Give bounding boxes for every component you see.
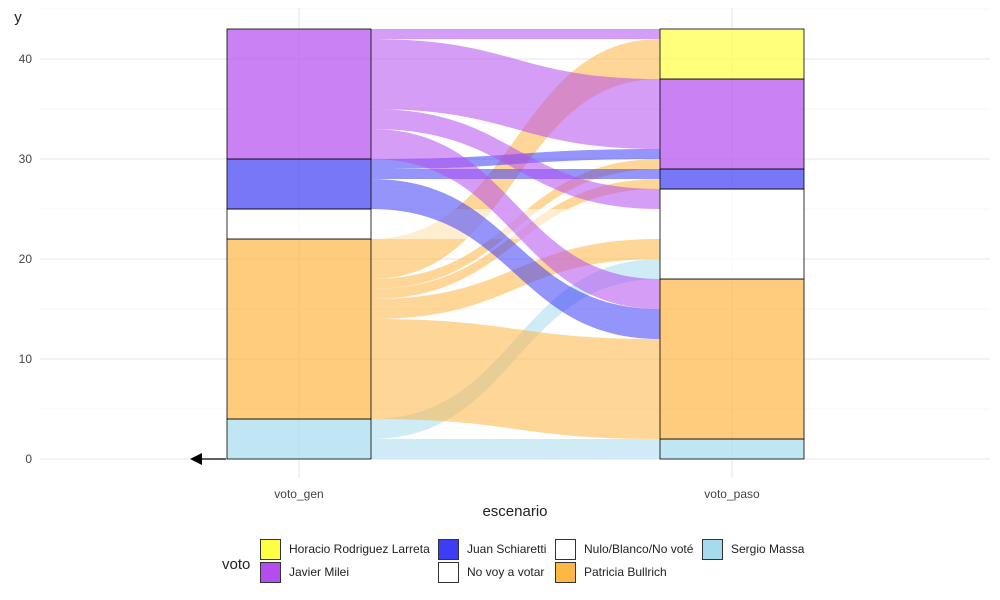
stratum-voto-gen-sergio-massa: [227, 419, 371, 459]
legend-item-javier-milei: Javier Milei: [260, 561, 349, 583]
legend-item-no-voy-a-votar: No voy a votar: [438, 561, 544, 583]
legend-label: Juan Schiaretti: [467, 542, 546, 556]
legend-swatch: [438, 539, 459, 560]
y-tick-label: 0: [25, 452, 32, 466]
legend-item-sergio-massa: Sergio Massa: [702, 538, 804, 560]
legend-swatch: [438, 562, 459, 583]
legend-swatch: [260, 562, 281, 583]
stratum-voto-gen-no-voy-a-votar: [227, 209, 371, 239]
legend-label: Nulo/Blanco/No voté: [584, 542, 693, 556]
legend-label: Horacio Rodriguez Larreta: [289, 542, 430, 556]
y-tick-label: 20: [19, 252, 33, 266]
legend: voto Horacio Rodriguez Larreta Javier Mil…: [222, 538, 822, 588]
legend-swatch: [702, 539, 723, 560]
legend-label: Javier Milei: [289, 565, 349, 579]
stratum-voto-gen-juan-schiaretti: [227, 159, 371, 209]
legend-item-horacio-rodriguez-larreta: Horacio Rodriguez Larreta: [260, 538, 430, 560]
stratum-voto-paso-javier-milei: [660, 79, 804, 169]
y-tick-label: 30: [19, 152, 33, 166]
flow-sergio-massa-to-sergio-massa: [371, 439, 660, 459]
legend-label: Patricia Bullrich: [584, 565, 667, 579]
x-tick-label: voto_gen: [274, 487, 323, 501]
stratum-voto-paso-horacio-rodriguez-larreta: [660, 29, 804, 79]
legend-item-nulo-blanco-no-vot: Nulo/Blanco/No voté: [555, 538, 693, 560]
x-tick-label: voto_paso: [704, 487, 760, 501]
legend-swatch: [555, 539, 576, 560]
flow-javier-milei-to-horacio-rodriguez-larreta: [371, 29, 660, 39]
legend-label: Sergio Massa: [731, 542, 804, 556]
stratum-voto-gen-javier-milei: [227, 29, 371, 159]
legend-item-patricia-bullrich: Patricia Bullrich: [555, 561, 667, 583]
stratum-voto-gen-patricia-bullrich: [227, 239, 371, 419]
legend-label: No voy a votar: [467, 565, 544, 579]
x-tick-labels: voto_gen voto_paso: [274, 487, 760, 501]
flow-juan-schiaretti-to-juan-schiaretti: [371, 169, 660, 179]
x-axis-label: escenario: [482, 503, 547, 520]
axis-arrow: [190, 453, 226, 465]
legend-item-juan-schiaretti: Juan Schiaretti: [438, 538, 546, 560]
stratum-voto-paso-patricia-bullrich: [660, 279, 804, 439]
legend-swatch: [555, 562, 576, 583]
stratum-voto-paso-sergio-massa: [660, 439, 804, 459]
stratum-voto-paso-juan-schiaretti: [660, 169, 804, 189]
legend-title: voto: [222, 556, 250, 573]
y-tick-labels: 0 10 20 30 40: [19, 52, 33, 466]
y-axis-label: y: [14, 9, 22, 26]
y-tick-label: 40: [19, 52, 33, 66]
y-tick-label: 10: [19, 352, 33, 366]
legend-swatch: [260, 539, 281, 560]
stratum-voto-paso-nulo-blanco-no-vot: [660, 189, 804, 279]
flow-ribbons: [371, 29, 660, 459]
